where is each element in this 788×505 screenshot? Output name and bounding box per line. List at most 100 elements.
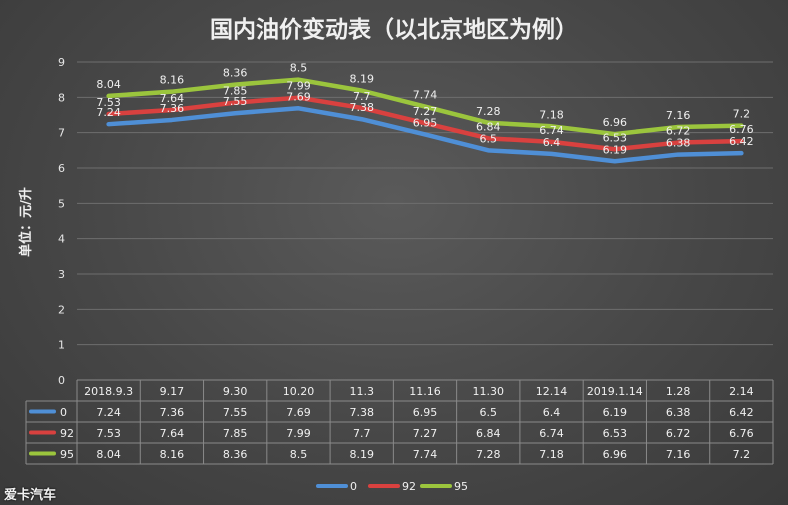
x-tick-label: 2018.9.3 <box>84 385 133 398</box>
y-tick-label: 0 <box>58 374 65 387</box>
data-label-95: 7.28 <box>476 105 501 118</box>
data-label-0: 7.24 <box>96 106 121 119</box>
data-label-95: 8.04 <box>96 78 121 91</box>
y-tick-label: 3 <box>58 268 65 281</box>
legend: 0 92 95 <box>316 480 468 493</box>
gridlines <box>77 61 773 381</box>
y-tick-label: 6 <box>58 162 65 175</box>
data-label-92: 6.84 <box>476 120 501 133</box>
table-cell: 7.7 <box>353 427 371 440</box>
table-cell: 6.53 <box>603 427 628 440</box>
x-tick-label: 9.17 <box>160 385 185 398</box>
table-cell: 6.4 <box>543 406 561 419</box>
data-label-0: 7.38 <box>349 101 374 114</box>
x-tick-label: 11.30 <box>473 385 505 398</box>
x-tick-label: 2019.1.14 <box>587 385 643 398</box>
data-label-92: 6.76 <box>729 123 754 136</box>
table-cell: 7.64 <box>160 427 185 440</box>
table-cell: 6.42 <box>729 406 754 419</box>
data-label-95: 8.5 <box>290 62 308 75</box>
table-cell: 7.55 <box>223 406 248 419</box>
data-label-92: 7.53 <box>96 96 121 109</box>
data-label-0: 6.4 <box>543 136 561 149</box>
table-cell: 8.19 <box>349 448 374 461</box>
x-tick-label: 11.16 <box>409 385 441 398</box>
y-tick-label: 8 <box>58 91 65 104</box>
data-label-95: 8.36 <box>223 67 248 80</box>
y-tick-label: 4 <box>58 233 65 246</box>
x-tick-label: 1.28 <box>666 385 691 398</box>
data-label-95: 6.96 <box>603 116 628 129</box>
table-cell: 7.36 <box>160 406 185 419</box>
series-line-92 <box>106 95 744 152</box>
x-tick-label: 12.14 <box>536 385 568 398</box>
watermark-text: 爱卡汽车 <box>4 488 57 503</box>
x-tick-label: 10.20 <box>283 385 315 398</box>
y-tick-label: 7 <box>58 127 65 140</box>
y-axis-label: 单位：元/升 <box>18 187 34 257</box>
table-cell: 6.5 <box>480 406 498 419</box>
data-label-92: 7.27 <box>413 105 438 118</box>
y-tick-label: 5 <box>58 197 65 210</box>
table-cell: 6.84 <box>476 427 501 440</box>
table-series-name: 95 <box>60 448 74 461</box>
table-cell: 7.69 <box>286 406 311 419</box>
data-label-0: 6.95 <box>413 116 438 129</box>
table-cell: 6.76 <box>729 427 754 440</box>
table-cell: 7.38 <box>349 406 374 419</box>
data-label-0: 7.55 <box>223 95 248 108</box>
table-cell: 8.16 <box>160 448 185 461</box>
data-label-0: 6.5 <box>480 132 498 145</box>
y-tick-labels: 0 1 2 3 4 5 6 7 8 9 <box>58 56 65 387</box>
table-cell: 7.99 <box>286 427 311 440</box>
data-label-92: 7.64 <box>160 92 185 105</box>
data-labels: 7.24 7.367.55 7.697.386.956.5 6.46.196.38 6.… <box>96 62 753 157</box>
data-label-95: 7.74 <box>413 89 438 102</box>
data-label-92: 7.7 <box>353 90 371 103</box>
y-tick-label: 2 <box>58 303 65 316</box>
data-label-0: 6.42 <box>729 135 754 148</box>
data-label-0: 6.19 <box>603 143 628 156</box>
table-series-name: 92 <box>60 427 74 440</box>
chart-title: 国内油价变动表（以北京地区为例） <box>210 16 578 43</box>
table-cell: 6.95 <box>413 406 438 419</box>
legend-entry: 92 <box>402 480 416 493</box>
x-tick-label: 9.30 <box>223 385 248 398</box>
table-cell: 7.28 <box>476 448 501 461</box>
table-cell: 7.27 <box>413 427 438 440</box>
table-cell: 7.24 <box>96 406 121 419</box>
table-cell: 7.18 <box>539 448 564 461</box>
data-label-95: 7.2 <box>733 108 751 121</box>
data-label-95: 7.18 <box>539 108 564 121</box>
table-cell: 6.72 <box>666 427 691 440</box>
data-label-92: 6.53 <box>603 131 628 144</box>
table-cell: 7.2 <box>733 448 751 461</box>
data-table: 2018.9.3 9.17 9.30 10.20 11.3 11.16 11.30 12.14… <box>25 379 774 465</box>
legend-entry: 95 <box>454 480 468 493</box>
series-lines <box>106 77 744 164</box>
x-tick-label: 2.14 <box>729 385 754 398</box>
table-cell: 6.38 <box>666 406 691 419</box>
table-cell: 7.74 <box>413 448 438 461</box>
table-cell: 7.53 <box>96 427 121 440</box>
legend-entry: 0 <box>350 480 357 493</box>
table-cell: 8.5 <box>290 448 308 461</box>
data-label-95: 7.16 <box>666 109 691 122</box>
data-label-0: 7.69 <box>286 90 311 103</box>
table-cell: 7.16 <box>666 448 691 461</box>
table-series-name: 0 <box>60 406 67 419</box>
data-label-0: 7.36 <box>160 102 185 115</box>
y-tick-label: 9 <box>58 56 65 69</box>
y-tick-label: 1 <box>58 339 65 352</box>
x-tick-label: 11.3 <box>349 385 374 398</box>
table-cell: 7.85 <box>223 427 248 440</box>
table-cell: 8.36 <box>223 448 248 461</box>
series-line-0 <box>106 106 744 164</box>
data-label-92: 6.74 <box>539 124 564 137</box>
table-cell: 6.19 <box>603 406 628 419</box>
data-label-92: 6.72 <box>666 125 691 138</box>
data-label-92: 7.99 <box>286 80 311 93</box>
data-label-0: 6.38 <box>666 137 691 150</box>
data-label-95: 8.16 <box>160 74 185 87</box>
